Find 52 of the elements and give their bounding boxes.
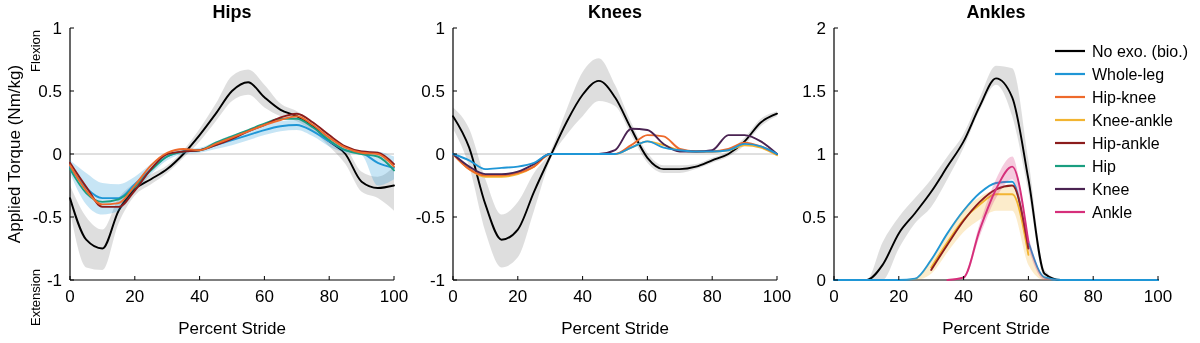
x-tick-label: 60 [1018,287,1038,306]
x-tick-label: 40 [954,287,974,306]
y-tick-label: 1 [435,19,445,38]
x-axis-title: Percent Stride [942,319,1050,338]
legend-label: Hip-ankle [1092,135,1160,152]
legend-label: Hip-knee [1092,89,1157,106]
legend-label: Knee [1092,181,1130,198]
x-tick-label: 60 [254,287,274,306]
x-tick-label: 20 [508,287,528,306]
y-tick-label: 1 [816,145,826,164]
x-tick-label: 100 [379,287,409,306]
y-axis-title: Applied Torque (Nm/kg) [5,64,24,244]
x-tick-label: 20 [889,287,909,306]
chart-title: Knees [587,2,643,22]
legend-label: Ankle [1092,204,1133,221]
line-series [452,140,778,171]
x-tick-label: 0 [829,287,839,306]
chart-title: Hips [212,2,252,22]
y-tick-label: -0.5 [415,208,445,227]
legend-label: Whole-leg [1092,66,1165,83]
x-axis-title: Percent Stride [178,319,286,338]
y-tick-label: 1.5 [802,82,826,101]
x-axis-title: Percent Stride [561,319,669,338]
x-tick-label: 100 [1143,287,1173,306]
text: Extension [28,268,43,326]
y-tick-label: 0.5 [802,208,826,227]
text: Flexion [28,30,43,72]
x-tick-label: 40 [573,287,593,306]
y-tick-label: 1 [52,19,62,38]
x-tick-label: 80 [319,287,339,306]
y-tick-label: 0.5 [421,82,445,101]
legend-label: Hip [1092,158,1117,175]
y-tick-label: -1 [429,271,445,290]
y-tick-label: -1 [46,271,62,290]
y-tick-label: 0.5 [38,82,62,101]
x-tick-label: 0 [448,287,458,306]
y-tick-label: 2 [816,19,826,38]
x-tick-label: 100 [762,287,792,306]
legend-label: No exo. (bio.) [1092,43,1189,60]
chart-title: Ankles [966,2,1026,22]
x-tick-label: 0 [65,287,75,306]
x-tick-label: 40 [190,287,210,306]
line-series [946,165,1030,281]
legend-label: Knee-ankle [1092,112,1174,129]
x-tick-label: 20 [125,287,145,306]
x-tick-label: 80 [1083,287,1103,306]
x-tick-label: 60 [637,287,657,306]
y-tick-label: 0 [435,145,445,164]
y-tick-label: 0 [52,145,62,164]
y-tick-label: 0 [816,271,826,290]
y-tick-label: -0.5 [32,208,62,227]
x-tick-label: 80 [702,287,722,306]
